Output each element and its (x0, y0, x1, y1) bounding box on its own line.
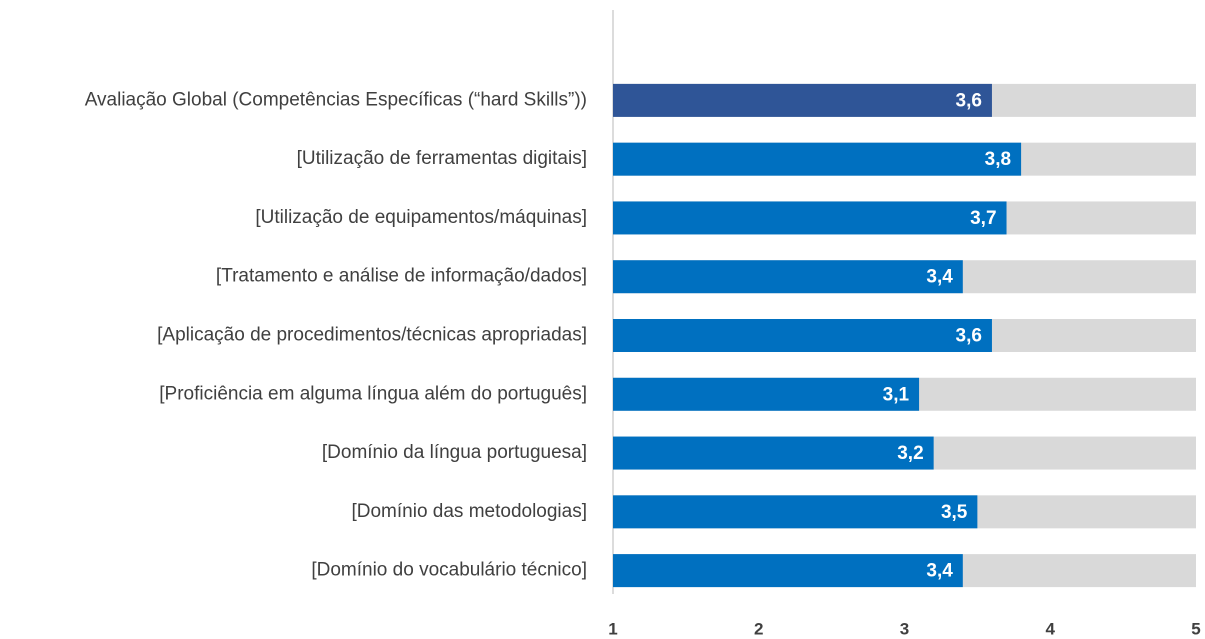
value-label: 3,5 (941, 502, 968, 523)
category-label: [Utilização de ferramentas digitais] (297, 148, 587, 169)
x-tick-label: 2 (754, 619, 763, 638)
value-label: 3,4 (926, 267, 953, 288)
value-label: 3,2 (897, 443, 923, 464)
bar (613, 260, 963, 294)
bar (613, 142, 1022, 176)
value-label: 3,6 (956, 326, 982, 347)
category-label: [Domínio do vocabulário técnico] (311, 560, 587, 581)
category-label: [Proficiência em alguma língua além do p… (159, 383, 587, 404)
value-label: 3,8 (985, 149, 1011, 170)
category-label: [Domínio da língua portuguesa] (322, 442, 587, 463)
bar (613, 554, 963, 588)
value-label: 3,7 (970, 208, 996, 229)
value-label: 3,4 (926, 561, 953, 582)
bar (613, 201, 1007, 235)
bar (613, 377, 920, 411)
x-tick-label: 4 (1046, 619, 1056, 638)
x-tick-label: 3 (900, 619, 909, 638)
category-label: [Domínio das metodologias] (351, 501, 587, 522)
value-label: 3,6 (956, 90, 982, 111)
bar (613, 319, 992, 352)
category-label: [Tratamento e análise de informação/dado… (216, 266, 587, 287)
bar (613, 495, 978, 529)
category-label: [Utilização de equipamentos/máquinas] (255, 207, 587, 228)
x-tick-label: 1 (608, 619, 617, 638)
category-label: Avaliação Global (Competências Específic… (85, 89, 587, 110)
category-label: [Aplicação de procedimentos/técnicas apr… (157, 325, 587, 346)
bar (613, 436, 934, 470)
x-tick-label: 5 (1191, 619, 1200, 638)
value-label: 3,1 (883, 384, 910, 405)
bar (613, 83, 992, 117)
